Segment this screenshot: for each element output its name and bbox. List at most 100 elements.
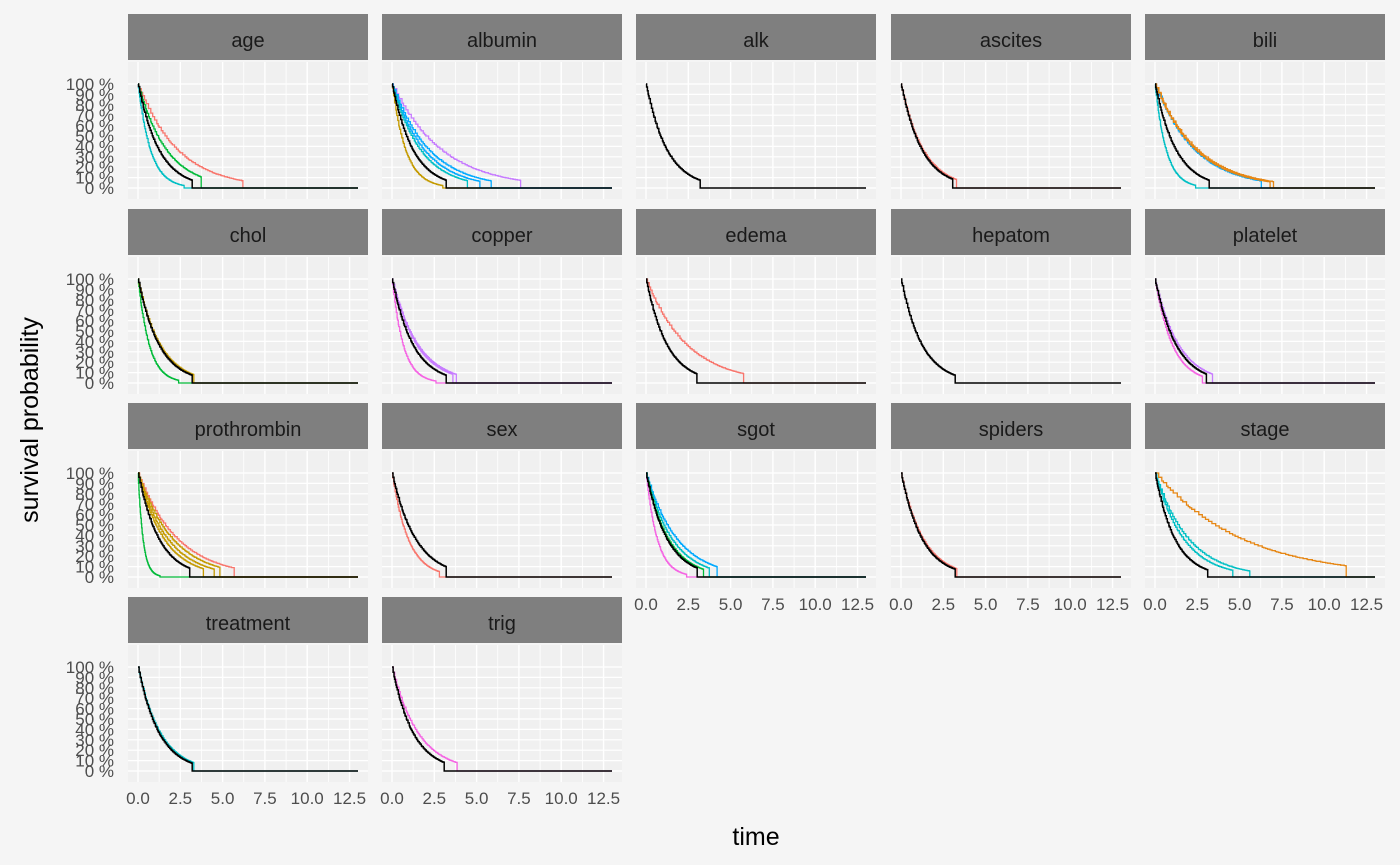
survival-curve [137,83,358,189]
facet-strip-label: stage [1241,419,1290,441]
facet-grid [1145,451,1385,588]
survival-curve [392,278,612,384]
survival-curve [392,83,612,189]
facet-strip [382,597,622,643]
survival-curve [1155,83,1375,189]
facet-strip [128,403,368,449]
survival-curve [391,278,612,384]
y-tick-label: 80 % [75,291,114,310]
x-tick-label: 0.0 [126,789,150,808]
facet-strip-label: bili [1253,30,1277,52]
y-tick-label: 80 % [75,96,114,115]
y-tick-label: 90 % [75,85,114,104]
x-tick-label: 2.5 [931,595,955,614]
survival-curve [392,472,612,578]
facet-strip-label: prothrombin [195,419,302,441]
x-tick-label: 7.5 [253,789,277,808]
facet-strip [1145,403,1385,449]
x-tick-label: 12.5 [333,789,366,808]
y-tick-label: 50 % [75,127,114,146]
survival-curve [1155,472,1375,578]
facet-stage: stage [1145,403,1385,588]
facet-grid [382,451,622,588]
y-tick-label: 90 % [75,280,114,299]
facet-treatment: treatment 0 %10 %20 %30 %40 %50 %60 %70 %… [66,597,368,782]
x-tick-label: 5.0 [974,595,998,614]
facet-plot-area [128,62,368,199]
y-tick-label: 0 % [85,374,114,393]
facet-strip [382,403,622,449]
x-tick-label: 10.0 [1308,595,1341,614]
facet-strip [891,14,1131,60]
survival-curve [138,472,358,578]
facet-strip-label: age [231,30,264,52]
facet-strip [891,403,1131,449]
x-tick-label: 12.5 [1096,595,1129,614]
facet-strip-label: sgot [737,419,775,441]
y-axis-title: survival probability [16,317,44,523]
facet-strip [636,209,876,255]
y-tick-label: 50 % [75,710,114,729]
facet-plot-area [891,257,1131,394]
y-tick-label: 50 % [75,516,114,535]
y-tick-label: 100 % [66,464,114,483]
y-tick-label: 30 % [75,537,114,556]
x-tick-label: 2.5 [168,789,192,808]
y-tick-label: 70 % [75,301,114,320]
facet-strip-label: hepatom [972,225,1050,247]
facet-strip [128,597,368,643]
y-tick-label: 10 % [75,169,114,188]
facet-chol: chol 0 %10 %20 %30 %40 %50 %60 %70 %80 %9… [66,209,368,394]
y-tick-label: 100 % [66,270,114,289]
facet-strip [1145,14,1385,60]
y-tick-label: 70 % [75,106,114,125]
survival-curve [645,83,866,189]
facet-grid [891,62,1131,199]
survival-curve [901,472,1121,578]
x-tick-label: 2.5 [422,789,446,808]
x-tick-label: 0.0 [634,595,658,614]
y-tick-label: 70 % [75,495,114,514]
y-tick-label: 40 % [75,332,114,351]
facet-strip [1145,209,1385,255]
survival-curve [646,472,866,578]
y-tick-label: 90 % [75,474,114,493]
x-tick-label: 5.0 [719,595,743,614]
facet-albumin: albumin [382,14,622,199]
survival-curve [391,83,612,189]
y-tick-label: 30 % [75,343,114,362]
survival-curve [1155,472,1375,578]
x-axes: 0.0 2.5 5.0 7.5 10.0 12.5 0.0 2.5 5.0 7.5 10.0 12.5… [126,595,1383,808]
survival-curve [392,666,612,772]
facet-sgot: sgot [636,403,876,588]
y-tick-label: 60 % [75,700,114,719]
x-tick-label: 5.0 [1228,595,1252,614]
x-tick-label: 2.5 [1185,595,1209,614]
facet-sex: sex [382,403,622,588]
y-tick-label: 70 % [75,689,114,708]
y-tick-label: 0 % [85,568,114,587]
facet-strip [891,209,1131,255]
survival-curve [1154,83,1375,189]
x-tick-label: 7.5 [1016,595,1040,614]
y-tick-label: 60 % [75,117,114,136]
survival-curve [392,83,612,189]
x-tick-label: 2.5 [676,595,700,614]
facet-strip-label: albumin [467,30,537,52]
facet-hepatom: hepatom [891,209,1131,394]
facet-strip [382,14,622,60]
facet-strip-label: treatment [206,613,291,635]
survival-curve [392,666,612,772]
survival-curve [646,278,866,384]
y-tick-label: 10 % [75,364,114,383]
x-tick-label: 10.0 [799,595,832,614]
facet-ascites: ascites [891,14,1131,199]
survival-curve [646,472,866,578]
y-tick-label: 60 % [75,506,114,525]
facet-strip [382,209,622,255]
facet-bili: bili [1145,14,1385,199]
x-tick-label: 12.5 [1350,595,1383,614]
y-tick-label: 0 % [85,762,114,781]
facet-strip-label: edema [725,225,787,247]
survival-curve [392,472,612,578]
